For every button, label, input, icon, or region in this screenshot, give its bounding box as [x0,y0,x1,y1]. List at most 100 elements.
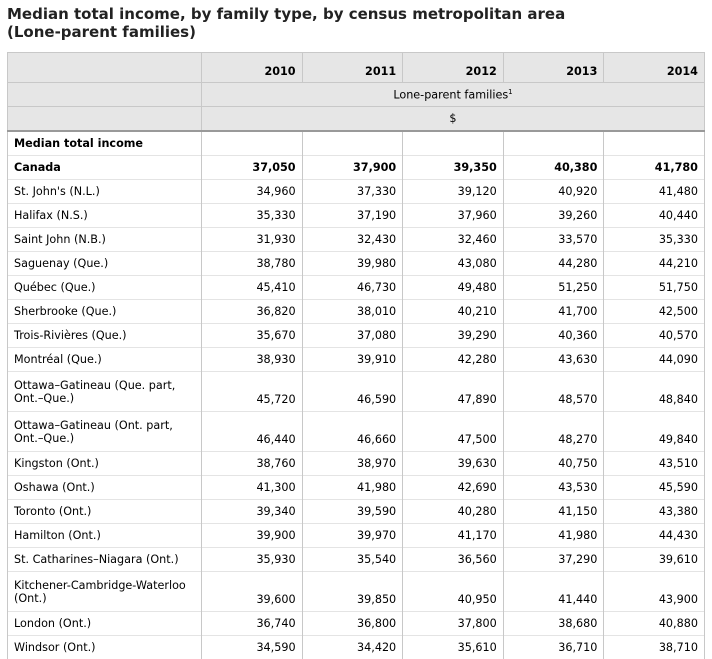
table-row: Ottawa–Gatineau (Que. part, Ont.–Que.)45… [8,372,705,412]
income-value: 41,980 [503,524,604,548]
section-row: Median total income [8,131,705,156]
income-value: 46,660 [302,412,403,452]
income-value: 45,410 [202,276,303,300]
income-value: 48,840 [604,372,705,412]
income-value: 41,150 [503,500,604,524]
income-value: 47,500 [403,412,504,452]
income-value: 43,510 [604,452,705,476]
income-value: 39,630 [403,452,504,476]
year-header: 2013 [503,53,604,83]
income-value: 32,430 [302,228,403,252]
unit-row: $ [8,107,705,132]
income-value: 35,540 [302,548,403,572]
income-value: 35,330 [202,204,303,228]
area-name: Trois-Rivières (Que.) [8,324,202,348]
income-value: 40,280 [403,500,504,524]
income-value: 36,710 [503,636,604,659]
income-value: 44,090 [604,348,705,372]
area-name: St. John's (N.L.) [8,180,202,204]
income-value: 34,590 [202,636,303,659]
area-name: Ottawa–Gatineau (Ont. part, Ont.–Que.) [8,412,202,452]
income-value: 49,480 [403,276,504,300]
income-value: 37,080 [302,324,403,348]
income-value: 40,920 [503,180,604,204]
income-value: 40,440 [604,204,705,228]
income-value: 51,250 [503,276,604,300]
year-header: 2011 [302,53,403,83]
income-value: 39,910 [302,348,403,372]
income-value: 34,420 [302,636,403,659]
income-value: 39,970 [302,524,403,548]
income-value: 40,750 [503,452,604,476]
unit-header: $ [202,107,705,132]
income-value: 38,930 [202,348,303,372]
header-corner [8,107,202,132]
area-name: Windsor (Ont.) [8,636,202,659]
income-value: 39,980 [302,252,403,276]
income-value: 39,340 [202,500,303,524]
income-value: 49,840 [604,412,705,452]
year-header: 2012 [403,53,504,83]
income-value: 42,690 [403,476,504,500]
income-value: 37,330 [302,180,403,204]
income-value: 44,280 [503,252,604,276]
income-value: 45,720 [202,372,303,412]
income-value: 43,530 [503,476,604,500]
area-name: St. Catharines–Niagara (Ont.) [8,548,202,572]
income-value: 46,730 [302,276,403,300]
income-value: 38,010 [302,300,403,324]
income-value: 34,960 [202,180,303,204]
income-value: 44,430 [604,524,705,548]
area-name: Saguenay (Que.) [8,252,202,276]
header-corner [8,83,202,107]
area-name: Oshawa (Ont.) [8,476,202,500]
income-value: 39,260 [503,204,604,228]
income-value: 41,980 [302,476,403,500]
area-name: Québec (Que.) [8,276,202,300]
area-name: Canada [8,156,202,180]
income-value: 43,900 [604,572,705,612]
area-name: Saint John (N.B.) [8,228,202,252]
family-type-header: Lone-parent families1 [202,83,705,107]
footnote-link[interactable]: 1 [508,88,512,96]
area-name: Halifax (N.S.) [8,204,202,228]
income-value: 38,970 [302,452,403,476]
income-value: 38,710 [604,636,705,659]
income-value: 39,610 [604,548,705,572]
family-type-label: Lone-parent families [393,88,508,101]
income-value: 51,750 [604,276,705,300]
income-value: 44,210 [604,252,705,276]
income-value: 37,050 [202,156,303,180]
empty-cell [604,131,705,156]
area-name: Sherbrooke (Que.) [8,300,202,324]
income-value: 40,950 [403,572,504,612]
table-row: Ottawa–Gatineau (Ont. part, Ont.–Que.) 46… [8,412,705,452]
area-name: Toronto (Ont.) [8,500,202,524]
income-value: 38,680 [503,612,604,636]
income-value: 31,930 [202,228,303,252]
income-value: 41,440 [503,572,604,612]
income-value: 40,570 [604,324,705,348]
income-value: 37,290 [503,548,604,572]
year-header: 2010 [202,53,303,83]
income-value: 38,760 [202,452,303,476]
income-value: 35,330 [604,228,705,252]
income-value: 41,780 [604,156,705,180]
income-value: 36,820 [202,300,303,324]
empty-cell [403,131,504,156]
income-value: 39,590 [302,500,403,524]
empty-cell [302,131,403,156]
income-value: 39,900 [202,524,303,548]
income-value: 36,560 [403,548,504,572]
income-value: 48,270 [503,412,604,452]
